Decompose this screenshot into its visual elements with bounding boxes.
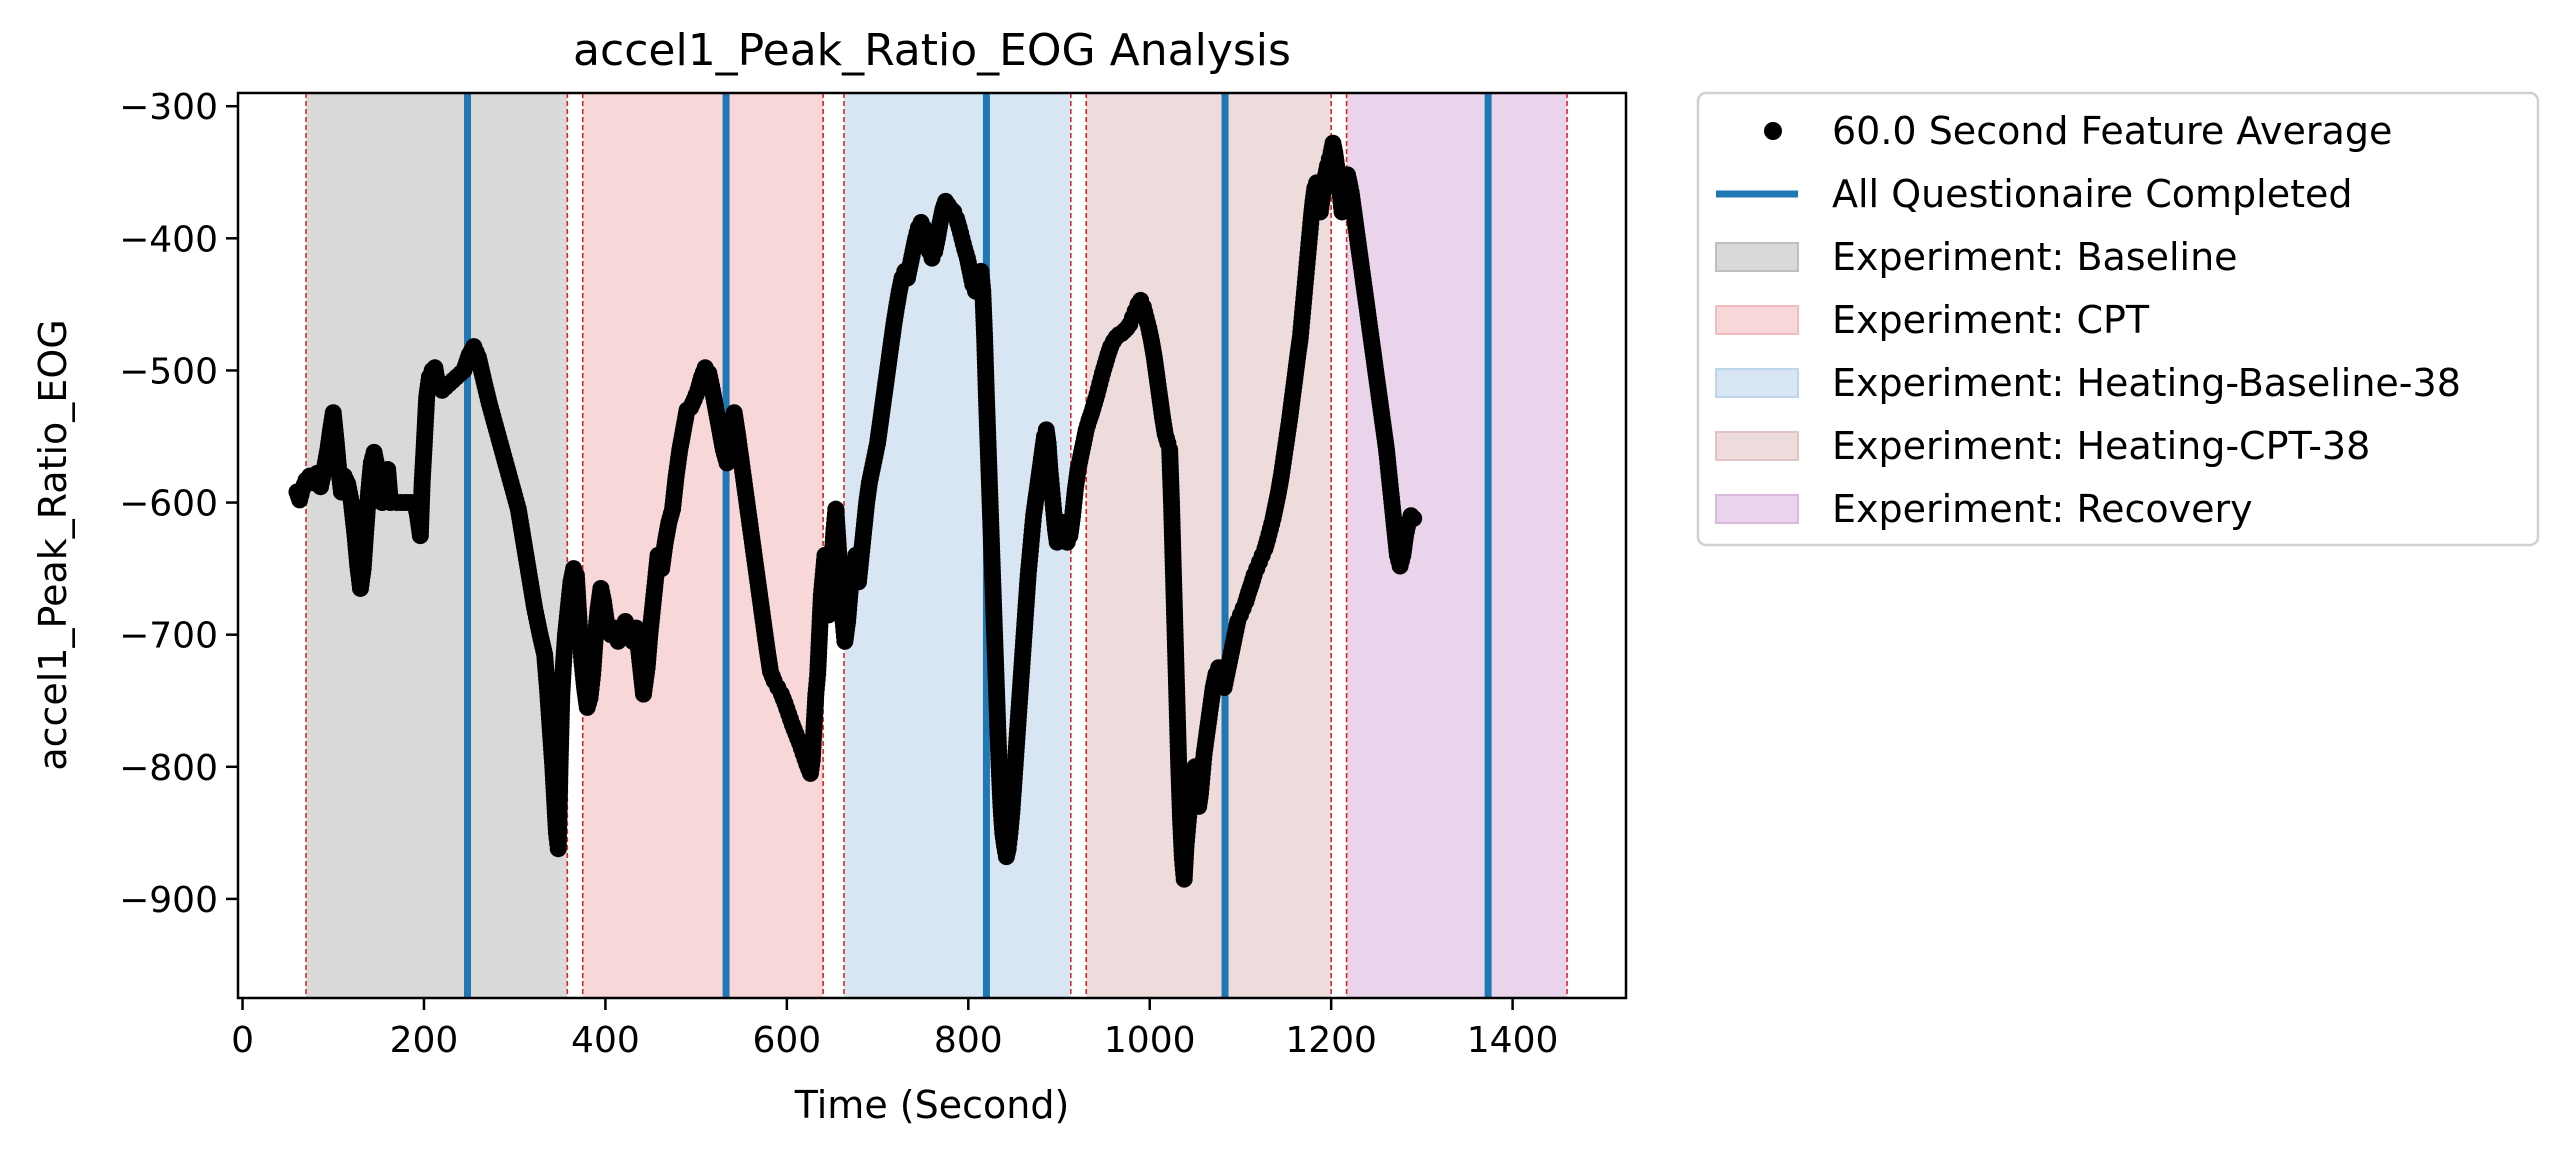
y-axis-label: accel1_Peak_Ratio_EOG <box>31 319 75 770</box>
phase-band-3 <box>1086 93 1332 998</box>
phase-band-4 <box>1346 93 1568 998</box>
x-axis-ticks: 0 200 400 600 800 1000 1200 1400 <box>231 998 1558 1061</box>
x-tick-label-6: 1200 <box>1285 1020 1377 1061</box>
phase-bands <box>306 93 1568 998</box>
legend-label-phase-4: Experiment: Recovery <box>1832 487 2253 531</box>
chart-title: accel1_Peak_Ratio_EOG Analysis <box>573 25 1291 76</box>
legend-swatch-3 <box>1715 431 1799 461</box>
phase-band-1 <box>582 93 824 998</box>
plot-frame <box>236 91 1628 1000</box>
legend-label-phase-1: Experiment: CPT <box>1832 298 2150 342</box>
legend: 60.0 Second Feature Average All Questiona… <box>1696 91 2540 547</box>
x-tick-label-5: 1000 <box>1104 1020 1196 1061</box>
data-point-1748 <box>1405 509 1423 527</box>
x-tick-label-7: 1400 <box>1467 1020 1559 1061</box>
legend-swatch-0 <box>1715 242 1799 272</box>
legend-label-scatter: 60.0 Second Feature Average <box>1832 109 2392 153</box>
phase-boundaries <box>305 93 1568 998</box>
y-tick-label-2: −500 <box>119 351 218 392</box>
x-tick-label-4: 800 <box>934 1020 1003 1061</box>
legend-swatch-1 <box>1715 305 1799 335</box>
y-tick-label-0: −300 <box>119 87 218 128</box>
x-tick-label-1: 200 <box>390 1020 459 1061</box>
y-tick-label-3: −600 <box>119 484 218 525</box>
x-tick-label-3: 600 <box>752 1020 821 1061</box>
legend-label-phase-2: Experiment: Heating-Baseline-38 <box>1832 361 2461 405</box>
y-tick-label-1: −400 <box>119 219 218 260</box>
data-points <box>288 134 1423 888</box>
legend-label-phase-3: Experiment: Heating-CPT-38 <box>1832 424 2370 468</box>
legend-swatch-2 <box>1715 368 1799 398</box>
legend-marker-scatter <box>1764 122 1782 140</box>
legend-label-phase-0: Experiment: Baseline <box>1832 235 2238 279</box>
x-axis-label: Time (Second) <box>794 1083 1070 1127</box>
y-tick-label-5: −800 <box>119 748 218 789</box>
legend-frame <box>1696 91 2540 547</box>
x-tick-label-0: 0 <box>231 1020 254 1061</box>
y-tick-label-6: −900 <box>119 880 218 921</box>
legend-swatch-4 <box>1715 494 1799 524</box>
legend-label-line: All Questionaire Completed <box>1832 172 2353 216</box>
x-tick-label-2: 400 <box>571 1020 640 1061</box>
y-tick-label-4: −700 <box>119 616 218 657</box>
y-axis-ticks: −300 −400 −500 −600 −700 −800 −900 <box>119 87 238 921</box>
